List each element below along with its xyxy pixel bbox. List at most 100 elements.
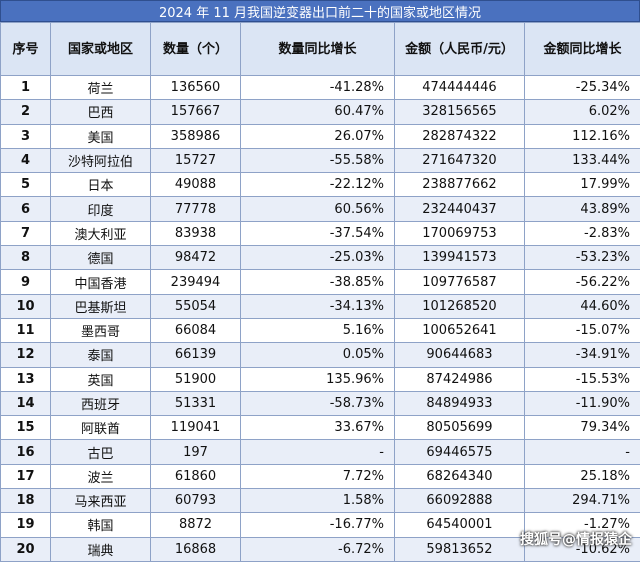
- cell-amount: 68264340: [395, 464, 525, 488]
- cell-quantity-yoy: 26.07%: [241, 124, 395, 148]
- cell-country: 澳大利亚: [51, 221, 151, 245]
- cell-seq: 12: [1, 343, 51, 367]
- cell-country: 巴基斯坦: [51, 294, 151, 318]
- cell-seq: 3: [1, 124, 51, 148]
- cell-quantity: 15727: [151, 148, 241, 172]
- cell-quantity-yoy: -: [241, 440, 395, 464]
- cell-amount-yoy: -15.53%: [525, 367, 640, 391]
- header-amount: 金额（人民币/元）: [395, 23, 525, 76]
- header-row: 序号 国家或地区 数量（个） 数量同比增长 金额（人民币/元） 金额同比增长: [1, 23, 640, 76]
- cell-amount-yoy: 6.02%: [525, 100, 640, 124]
- cell-seq: 10: [1, 294, 51, 318]
- cell-amount: 80505699: [395, 416, 525, 440]
- cell-quantity-yoy: -55.58%: [241, 148, 395, 172]
- cell-seq: 14: [1, 391, 51, 415]
- cell-quantity: 157667: [151, 100, 241, 124]
- cell-quantity-yoy: 5.16%: [241, 318, 395, 342]
- cell-country: 泰国: [51, 343, 151, 367]
- cell-amount: 64540001: [395, 513, 525, 537]
- cell-quantity-yoy: -41.28%: [241, 76, 395, 100]
- cell-amount: 100652641: [395, 318, 525, 342]
- cell-amount-yoy: -53.23%: [525, 246, 640, 270]
- cell-amount-yoy: 17.99%: [525, 173, 640, 197]
- cell-amount-yoy: -15.07%: [525, 318, 640, 342]
- cell-amount: 139941573: [395, 246, 525, 270]
- cell-amount: 101268520: [395, 294, 525, 318]
- cell-country: 马来西亚: [51, 489, 151, 513]
- header-seq: 序号: [1, 23, 51, 76]
- cell-amount: 282874322: [395, 124, 525, 148]
- cell-amount-yoy: -56.22%: [525, 270, 640, 294]
- cell-amount: 238877662: [395, 173, 525, 197]
- cell-seq: 11: [1, 318, 51, 342]
- cell-quantity-yoy: 0.05%: [241, 343, 395, 367]
- cell-quantity-yoy: 60.47%: [241, 100, 395, 124]
- cell-country: 韩国: [51, 513, 151, 537]
- cell-country: 印度: [51, 197, 151, 221]
- cell-amount: 84894933: [395, 391, 525, 415]
- cell-amount-yoy: -34.91%: [525, 343, 640, 367]
- cell-amount: 87424986: [395, 367, 525, 391]
- cell-seq: 19: [1, 513, 51, 537]
- cell-quantity: 119041: [151, 416, 241, 440]
- cell-country: 西班牙: [51, 391, 151, 415]
- cell-amount: 109776587: [395, 270, 525, 294]
- cell-quantity: 358986: [151, 124, 241, 148]
- cell-country: 美国: [51, 124, 151, 148]
- cell-quantity: 197: [151, 440, 241, 464]
- cell-quantity-yoy: -58.73%: [241, 391, 395, 415]
- cell-quantity: 66139: [151, 343, 241, 367]
- cell-quantity-yoy: 33.67%: [241, 416, 395, 440]
- cell-country: 古巴: [51, 440, 151, 464]
- cell-country: 阿联酋: [51, 416, 151, 440]
- cell-amount-yoy: -2.83%: [525, 221, 640, 245]
- cell-seq: 6: [1, 197, 51, 221]
- cell-amount: 59813652: [395, 537, 525, 561]
- cell-amount: 69446575: [395, 440, 525, 464]
- cell-quantity: 239494: [151, 270, 241, 294]
- cell-seq: 20: [1, 537, 51, 561]
- cell-country: 沙特阿拉伯: [51, 148, 151, 172]
- cell-quantity: 49088: [151, 173, 241, 197]
- cell-country: 巴西: [51, 100, 151, 124]
- cell-quantity: 51331: [151, 391, 241, 415]
- cell-amount: 328156565: [395, 100, 525, 124]
- cell-seq: 16: [1, 440, 51, 464]
- cell-seq: 9: [1, 270, 51, 294]
- watermark: 搜狐号@情报猿企: [520, 529, 632, 549]
- cell-amount: 232440437: [395, 197, 525, 221]
- cell-seq: 18: [1, 489, 51, 513]
- header-amount-yoy: 金额同比增长: [525, 23, 640, 76]
- cell-quantity: 66084: [151, 318, 241, 342]
- cell-quantity: 77778: [151, 197, 241, 221]
- cell-amount-yoy: -11.90%: [525, 391, 640, 415]
- cell-amount: 170069753: [395, 221, 525, 245]
- cell-quantity: 83938: [151, 221, 241, 245]
- cell-quantity-yoy: -34.13%: [241, 294, 395, 318]
- cell-country: 墨西哥: [51, 318, 151, 342]
- cell-country: 英国: [51, 367, 151, 391]
- cell-quantity: 55054: [151, 294, 241, 318]
- cell-quantity-yoy: -16.77%: [241, 513, 395, 537]
- cell-quantity-yoy: 1.58%: [241, 489, 395, 513]
- cell-quantity-yoy: -38.85%: [241, 270, 395, 294]
- cell-country: 波兰: [51, 464, 151, 488]
- cell-amount-yoy: 133.44%: [525, 148, 640, 172]
- cell-quantity-yoy: 7.72%: [241, 464, 395, 488]
- cell-seq: 4: [1, 148, 51, 172]
